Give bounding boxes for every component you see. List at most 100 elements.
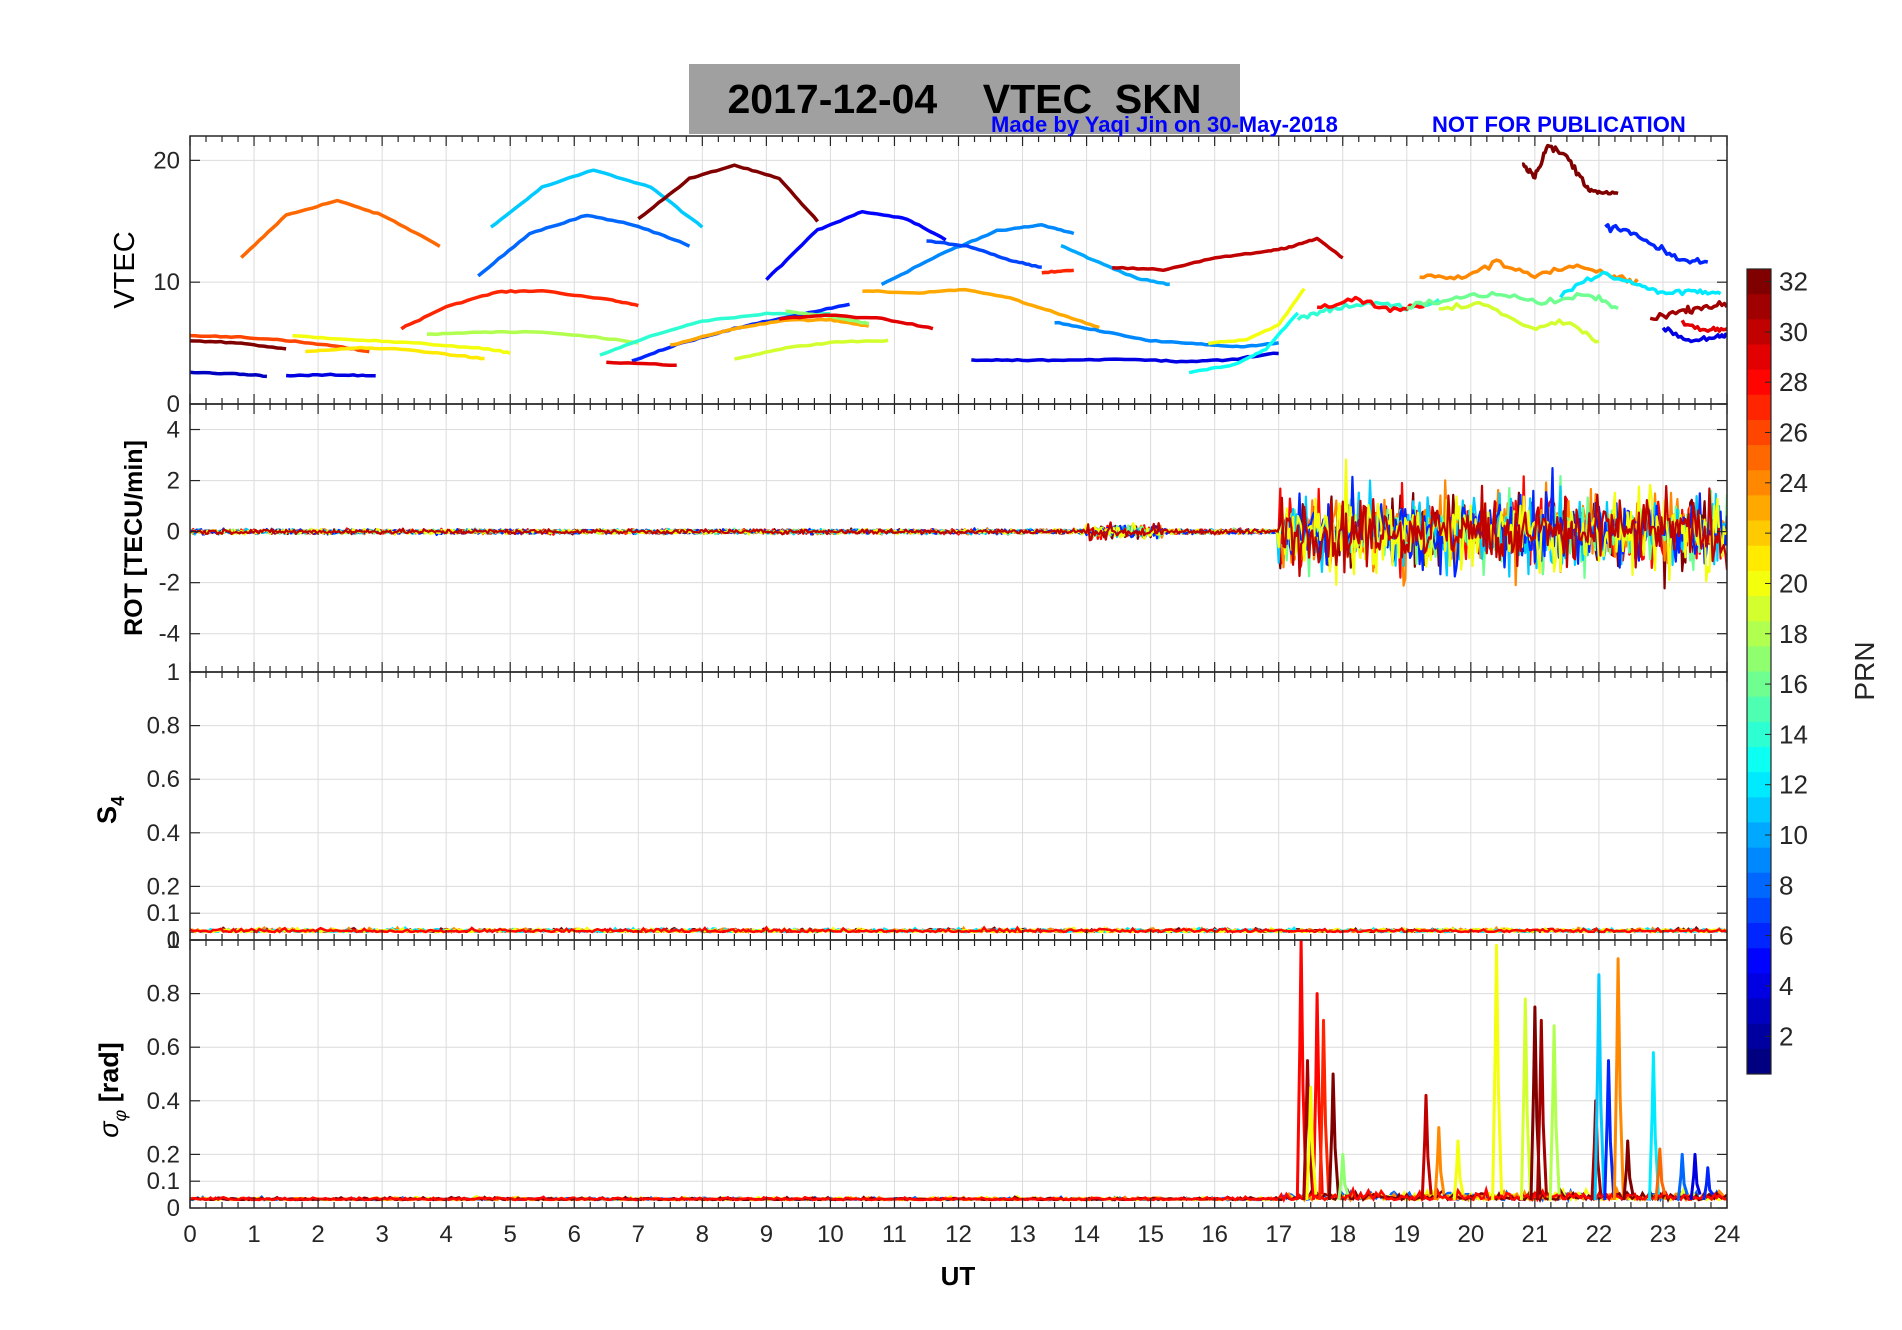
spike-mark <box>1318 1018 1331 1201</box>
x-tick-label: 15 <box>1137 1221 1164 1248</box>
spike-mark <box>1654 1147 1667 1201</box>
series-line <box>1649 300 1727 322</box>
series-line <box>292 333 511 356</box>
x-tick-label: 6 <box>568 1221 581 1248</box>
y-axis-label: ROT [TECU/min] <box>120 440 148 636</box>
series-line <box>1521 143 1619 196</box>
x-tick-label: 8 <box>696 1221 709 1248</box>
colorbar-tick-label: 30 <box>1779 317 1808 347</box>
colorbar-cell <box>1747 897 1771 924</box>
y-tick-label: -4 <box>159 621 180 648</box>
x-tick-label: 16 <box>1201 1221 1228 1248</box>
series-line <box>880 223 1075 286</box>
y-tick-label: 1 <box>167 927 180 954</box>
x-tick-label: 24 <box>1714 1221 1741 1248</box>
y-tick-label: 0.1 <box>147 900 180 927</box>
colorbar-cell <box>1747 596 1771 622</box>
plot-area <box>190 143 1727 379</box>
spike-mark <box>1327 1072 1340 1201</box>
series-line <box>1188 311 1300 375</box>
colorbar-cell <box>1747 948 1771 974</box>
series-line <box>1438 300 1600 344</box>
grid <box>189 136 1728 405</box>
y-axis-label: σφ [rad] <box>94 1042 130 1138</box>
colorbar-cell <box>1747 495 1771 522</box>
y-tick-label: 0.6 <box>147 766 180 793</box>
title-box <box>689 64 1240 134</box>
series-line <box>778 313 934 331</box>
series-line <box>926 239 1042 269</box>
x-tick-label: 20 <box>1457 1221 1484 1248</box>
colorbar-cell <box>1747 998 1771 1025</box>
series-line <box>1054 320 1280 349</box>
x-tick-label: 14 <box>1073 1221 1100 1248</box>
x-tick-label: 17 <box>1265 1221 1292 1248</box>
colorbar-cell <box>1747 847 1771 874</box>
colorbar-tick-label: 22 <box>1779 518 1808 548</box>
y-axis-label: VTEC <box>109 231 141 308</box>
y-tick-label: 20 <box>153 147 180 174</box>
panel-s4: 00.10.2 0.4 0.6 0.8 1 S4 <box>92 659 1728 954</box>
colorbar-tick-label: 24 <box>1779 468 1808 498</box>
series-line <box>400 288 639 331</box>
spike-mark <box>1302 1059 1315 1201</box>
colorbar-tick-label: 4 <box>1779 971 1793 1001</box>
colorbar-tick-label: 12 <box>1779 770 1808 800</box>
x-tick-label: 23 <box>1650 1221 1677 1248</box>
colorbar-tick-label: 20 <box>1779 568 1808 598</box>
spike-mark <box>1622 1139 1635 1201</box>
x-tick-label: 21 <box>1522 1221 1549 1248</box>
x-tick-label: 5 <box>504 1221 517 1248</box>
colorbar-cell <box>1747 646 1771 672</box>
series-line <box>190 370 267 379</box>
x-tick-label: 22 <box>1586 1221 1613 1248</box>
colorbar-cell <box>1747 294 1771 320</box>
spike-mark <box>1593 973 1606 1201</box>
series-line <box>599 311 831 357</box>
series-line <box>734 338 889 361</box>
y-tick-label: 0 <box>167 391 180 418</box>
y-tick-label: 0.2 <box>147 873 180 900</box>
series-line <box>765 209 947 281</box>
x-tick-label: 2 <box>311 1221 324 1248</box>
not-for-publication-text: NOT FOR PUBLICATION <box>1432 112 1686 137</box>
x-tick-label: 4 <box>439 1221 452 1248</box>
y-tick-label: 0.8 <box>147 981 180 1008</box>
y-tick-label: 0 <box>167 1195 180 1222</box>
y-tick-label: 0.8 <box>147 713 180 740</box>
y-tick-label: 0.6 <box>147 1034 180 1061</box>
colorbar-tick-label: 28 <box>1779 367 1808 397</box>
spike-mark <box>1689 1152 1702 1201</box>
plot-area <box>190 458 1727 590</box>
x-axis-label: UT <box>941 1261 976 1291</box>
series-line <box>606 360 677 368</box>
spike-mark <box>1648 1051 1660 1201</box>
x-tick-label: 7 <box>632 1221 645 1248</box>
colorbar-cell <box>1747 445 1771 471</box>
spike-mark <box>1702 1166 1715 1201</box>
panel-sigma-phi: 00.10.20.40.60.810 1 2 3 4 5 6 7 8 9 10 11 12 13 14 15 1… <box>94 927 1740 1248</box>
series-line <box>1406 290 1619 311</box>
spike-mark <box>1295 940 1308 1201</box>
ticks <box>189 671 1728 941</box>
colorbar-tick-label: 32 <box>1779 267 1808 297</box>
y-tick-label: 0 <box>167 519 180 546</box>
series-line <box>1680 319 1727 333</box>
x-tick-label: 19 <box>1393 1221 1420 1248</box>
x-tick-label: 18 <box>1329 1221 1356 1248</box>
colorbar-label: PRN <box>1849 641 1880 700</box>
colorbar-cell <box>1747 696 1771 723</box>
spike-mark <box>1452 1139 1465 1201</box>
x-tick-label: 1 <box>247 1221 260 1248</box>
colorbar-cell <box>1747 746 1771 773</box>
series-line <box>489 168 704 229</box>
spike-mark <box>1305 1085 1318 1201</box>
x-tick-label: 9 <box>760 1221 773 1248</box>
series-line <box>190 339 287 351</box>
panel-vtec: 0 10 20 VTEC <box>109 135 1728 418</box>
series-line <box>240 198 441 259</box>
spike-mark <box>1548 1024 1561 1201</box>
x-tick-label: 0 <box>183 1221 196 1248</box>
colorbar-tick-label: 8 <box>1779 870 1793 900</box>
